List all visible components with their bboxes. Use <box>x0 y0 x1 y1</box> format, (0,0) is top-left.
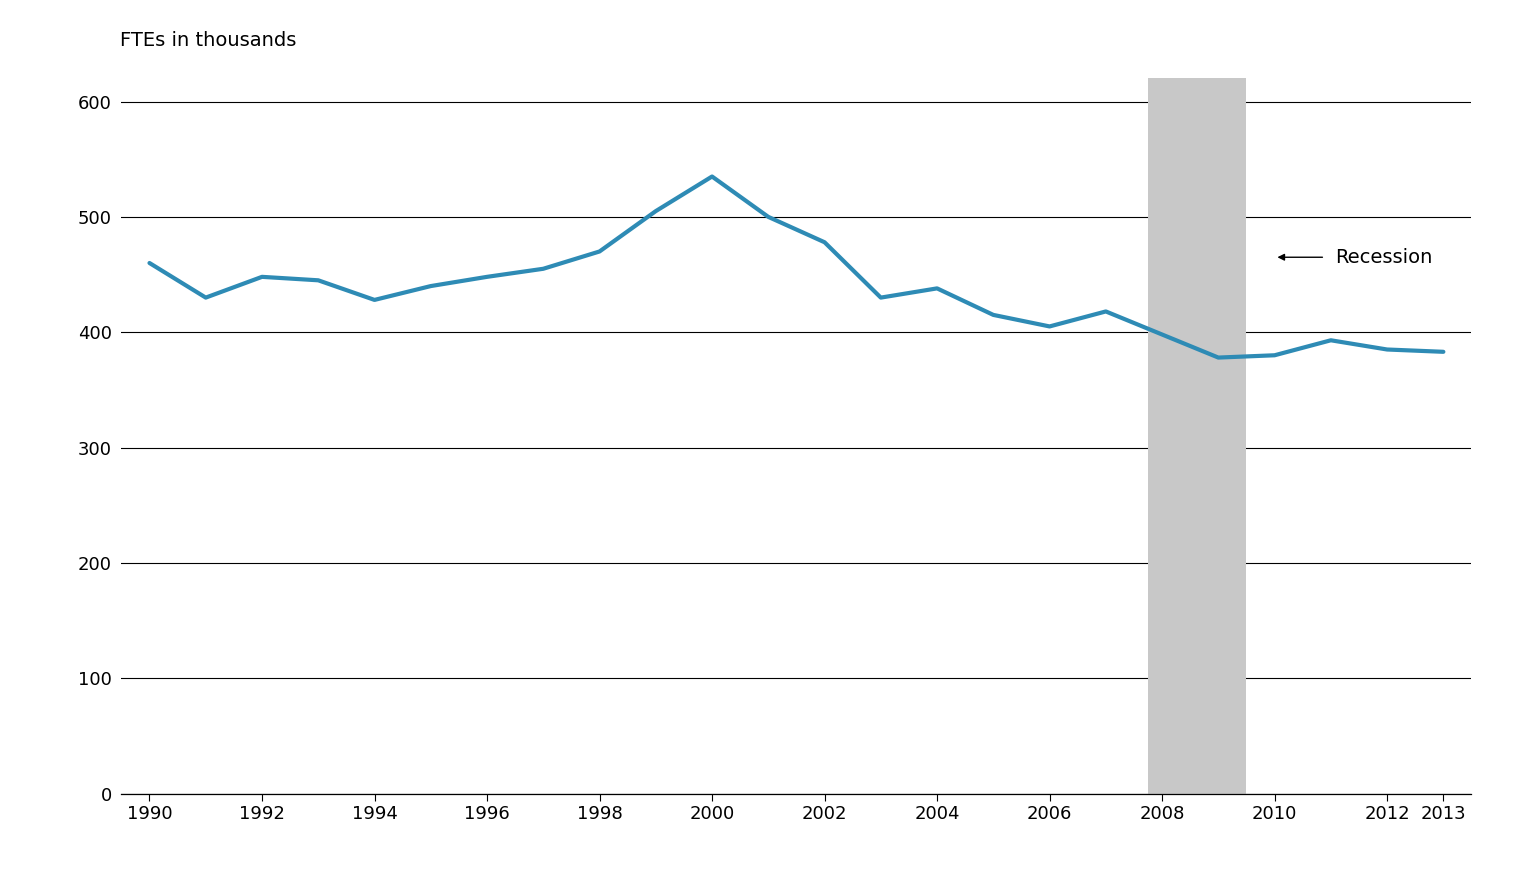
Text: FTEs in thousands: FTEs in thousands <box>120 31 296 50</box>
Bar <box>1148 78 1247 794</box>
Text: Recession: Recession <box>1335 248 1432 267</box>
